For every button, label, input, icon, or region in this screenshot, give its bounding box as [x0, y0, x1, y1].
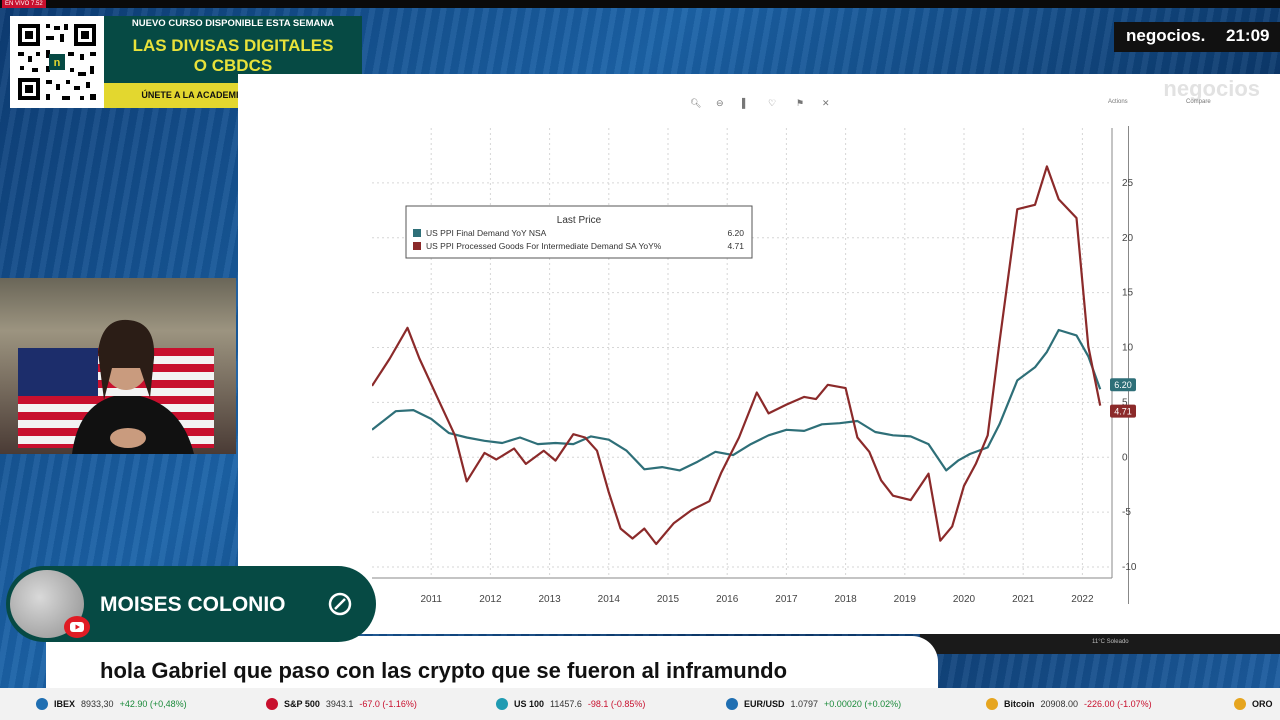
- series-line-2: [372, 165, 1102, 546]
- x-tick-label: 2015: [657, 594, 680, 605]
- ticker-icon: [986, 698, 998, 710]
- last-price-badge: [1110, 378, 1136, 392]
- pin-icon[interactable]: ⚑: [796, 98, 805, 108]
- ticker-name: US 100: [514, 699, 545, 709]
- ticker-name: ORO: [1252, 699, 1273, 709]
- promo-title-line-2: O CBDCS: [193, 56, 273, 75]
- legend-swatch: [413, 242, 421, 250]
- last-price-value: 6.20: [1114, 380, 1132, 390]
- ticker-name: Bitcoin: [1004, 699, 1035, 709]
- x-tick-label: 2016: [716, 594, 739, 605]
- chart-divider: [1128, 126, 1129, 604]
- y-tick-label: -10: [1122, 562, 1137, 573]
- ticker-change: +0.00020 (+0.02%): [824, 699, 902, 709]
- ticker-item: US 100 11457.6 -98.1 (-0.85%): [496, 698, 645, 710]
- legend-series-name: US PPI Final Demand YoY NSA: [426, 228, 547, 238]
- zoom-icon[interactable]: 🔍︎: [690, 98, 702, 108]
- os-taskbar: 11°C Soleado: [920, 634, 1280, 654]
- ticker-value: 8933,30: [81, 699, 114, 709]
- x-tick-label: 2018: [834, 594, 857, 605]
- x-tick-label: 2017: [775, 594, 798, 605]
- channel-logo: negocios. 21:09: [1114, 22, 1280, 52]
- compare-menu[interactable]: Compare: [1186, 99, 1211, 105]
- promo-top-line: NUEVO CURSO DISPONIBLE ESTA SEMANA: [131, 18, 335, 29]
- x-tick-label: 2022: [1071, 594, 1094, 605]
- watermark-logo: negocios: [1163, 76, 1260, 101]
- legend-series-value: 6.20: [727, 228, 744, 238]
- series-line-1: [372, 328, 1102, 472]
- ticker-value: 11457.6: [550, 699, 582, 709]
- ticker-value: 20908.00: [1040, 699, 1079, 709]
- y-tick-label: 0: [1122, 452, 1128, 463]
- presenter-camera: [0, 278, 236, 454]
- bar-icon[interactable]: ▌: [742, 98, 749, 108]
- legend-series-name: US PPI Processed Goods For Intermediate …: [426, 241, 662, 251]
- presenter: [72, 319, 194, 454]
- close-icon[interactable]: ✕: [822, 98, 830, 108]
- youtube-icon: [64, 616, 90, 638]
- x-tick-label: 2011: [420, 594, 442, 605]
- comment-text: hola Gabriel que paso con las crypto que…: [100, 658, 788, 683]
- actions-menu[interactable]: Actions: [1108, 99, 1128, 105]
- last-price-value: 4.71: [1114, 407, 1132, 417]
- ticker-change: -98.1 (-0.85%): [587, 699, 646, 709]
- y-tick-label: 15: [1122, 288, 1134, 299]
- market-ticker: IBEX 8933,30 +42.90 (+0,48%) S&P 500 3943.1-…: [0, 688, 1280, 720]
- promo-panel: NUEVO CURSO DISPONIBLE ESTA SEMANA LAS D…: [104, 16, 362, 108]
- legend-box: [405, 205, 753, 259]
- comment-bubble: hola Gabriel que paso con las crypto que…: [46, 636, 938, 688]
- ticker-change: +42.90 (+0,48%): [119, 699, 187, 709]
- last-price-badge: [1110, 404, 1136, 418]
- brand-name: negocios.: [1126, 26, 1206, 45]
- x-tick-label: 2014: [598, 594, 621, 605]
- top-bar: EN VIVO 7.52: [0, 0, 1280, 8]
- y-tick-label: 10: [1122, 343, 1134, 354]
- x-tick-label: 2021: [1012, 594, 1035, 605]
- promo-banner[interactable]: n NUEVO CURSO DISPONIBLE ESTA SEMANA LAS…: [10, 16, 362, 108]
- ticker-item: ORO: [1234, 698, 1280, 710]
- live-tag: EN VIVO 7.52: [2, 0, 46, 8]
- ticker-name: S&P 500: [284, 699, 320, 709]
- ticker-icon: [1234, 698, 1246, 710]
- y-tick-label: 20: [1122, 233, 1134, 244]
- promo-title-line-1: LAS DIVISAS DIGITALES: [132, 36, 334, 55]
- x-tick-label: 2019: [894, 594, 917, 605]
- x-tick-label: 2013: [538, 594, 561, 605]
- legend-title: Last Price: [557, 215, 602, 226]
- ticker-item: Bitcoin 20908.00 -226.00 (-1.07%): [986, 698, 1152, 710]
- commenter-name: MOISES COLONIO: [100, 593, 286, 616]
- y-tick-label: 5: [1122, 397, 1128, 408]
- shared-screen: negocios 🔍︎ ⊖ ▌ ♡ ⚑ ✕ Actions Compare: [238, 74, 1280, 634]
- qr-code[interactable]: n: [10, 16, 104, 108]
- ticker-item: S&P 500 3943.1 -67.0 (-1.16%): [266, 698, 417, 710]
- verified-badge-icon: [328, 592, 352, 616]
- legend-swatch: [413, 229, 421, 237]
- promo-title: LAS DIVISAS DIGITALES O CBDCS: [104, 36, 362, 76]
- ticker-item: EUR/USD 1.0797 +0.00020 (+0.02%): [726, 698, 901, 710]
- ticker-icon: [266, 698, 278, 710]
- y-tick-label: 25: [1122, 178, 1134, 189]
- ticker-value: 3943.1: [325, 699, 354, 709]
- ticker-icon: [726, 698, 738, 710]
- ticker-icon: [36, 698, 48, 710]
- clock: 21:09: [1226, 26, 1270, 45]
- commenter-namebar: MOISES COLONIO: [6, 566, 376, 642]
- zoom-out-icon[interactable]: ⊖: [716, 98, 724, 108]
- svg-text:n: n: [54, 57, 61, 69]
- legend-series-value: 4.71: [727, 241, 744, 251]
- x-tick-label: 2020: [953, 594, 976, 605]
- x-tick-label: 2012: [479, 594, 502, 605]
- ticker-name: IBEX: [54, 699, 76, 709]
- ticker-name: EUR/USD: [744, 699, 785, 709]
- ticker-value: 1.0797: [790, 699, 819, 709]
- ticker-change: -67.0 (-1.16%): [359, 699, 417, 709]
- ticker-icon: [496, 698, 508, 710]
- weather-status: 11°C Soleado: [1092, 639, 1129, 645]
- ticker-change: -226.00 (-1.07%): [1084, 699, 1152, 709]
- annotate-icon[interactable]: ♡: [768, 98, 777, 108]
- y-tick-label: -5: [1122, 507, 1131, 518]
- ticker-item: IBEX 8933,30 +42.90 (+0,48%): [36, 698, 187, 710]
